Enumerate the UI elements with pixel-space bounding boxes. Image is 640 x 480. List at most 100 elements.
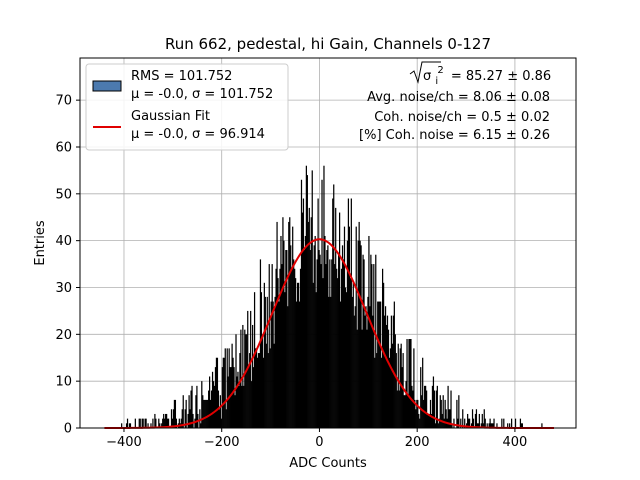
histogram-bar — [410, 339, 412, 428]
histogram-bar — [370, 254, 372, 428]
histogram-bar — [150, 423, 152, 428]
histogram-bar — [366, 329, 368, 428]
histogram-bar — [337, 278, 339, 428]
histogram-bar — [222, 357, 224, 428]
histogram-bar — [207, 399, 209, 428]
histogram-bar — [205, 399, 207, 428]
histogram-bar — [233, 367, 235, 428]
histogram-bar — [384, 306, 387, 428]
histogram-bar — [190, 390, 192, 428]
histogram-bar — [420, 367, 422, 428]
histogram-bar — [273, 343, 275, 428]
histogram-bar — [152, 418, 154, 428]
histogram-bar — [294, 268, 296, 428]
histogram-bar — [373, 264, 375, 428]
histogram-bar — [211, 371, 214, 428]
legend-fit-stats: μ = -0.0, σ = 96.914 — [131, 127, 265, 142]
histogram-bar — [231, 343, 233, 428]
histogram-bar — [503, 418, 505, 428]
histogram-bar — [243, 385, 245, 428]
histogram-bar — [170, 409, 173, 428]
histogram-bar — [286, 250, 288, 428]
histogram-bar — [254, 348, 257, 428]
histogram-bar — [433, 390, 436, 428]
histogram-bar — [237, 371, 239, 428]
histogram-bar — [251, 381, 253, 428]
coh-noise-percent-text: [%] Coh. noise = 6.15 ± 0.26 — [359, 128, 550, 143]
histogram-bar — [331, 259, 333, 428]
y-tick-label: 10 — [55, 375, 72, 390]
histogram-bar — [386, 315, 389, 428]
histogram-bar — [275, 268, 277, 428]
histogram-bar — [416, 399, 418, 428]
histogram-bar — [225, 409, 227, 428]
histogram-bar — [376, 353, 378, 428]
histogram-bar — [361, 329, 363, 428]
histogram-bar — [437, 423, 439, 428]
x-axis-ticks: −400 −200 0 200 400 — [106, 428, 527, 450]
histogram-bar — [451, 423, 453, 428]
histogram-bar — [182, 395, 184, 428]
chart-title: Run 662, pedestal, hi Gain, Channels 0-1… — [165, 35, 491, 53]
histogram-bar — [456, 399, 458, 428]
histogram-bar — [514, 418, 517, 428]
y-tick-label: 0 — [64, 422, 72, 437]
histogram-bar — [195, 395, 197, 428]
histogram-bar — [369, 306, 371, 428]
histogram-bar — [445, 409, 447, 428]
histogram-bar — [280, 235, 282, 428]
histogram-bar — [319, 254, 321, 428]
histogram-bar — [354, 306, 356, 428]
histogram-bar — [332, 198, 334, 428]
histogram-bar — [154, 413, 156, 428]
histogram-bar — [474, 413, 477, 428]
histogram-bar — [270, 301, 272, 428]
histogram-bar — [121, 423, 123, 428]
histogram-bar — [483, 409, 485, 428]
histogram-bar — [390, 315, 393, 428]
histogram-bar — [371, 264, 373, 428]
histogram-bar — [265, 343, 267, 428]
sigma-subscript: i — [435, 76, 438, 87]
histogram-bar — [482, 423, 484, 428]
histogram-bar — [161, 423, 163, 428]
histogram-bar — [311, 170, 313, 428]
histogram-bar — [166, 413, 168, 428]
histogram-bar — [175, 418, 178, 428]
histogram-bar — [278, 301, 280, 428]
histogram-bar — [418, 413, 420, 428]
histogram-bar — [343, 226, 346, 428]
histogram-bar — [403, 395, 405, 428]
histogram-bar — [364, 315, 366, 428]
histogram-bar — [342, 259, 345, 428]
histogram-bar — [407, 395, 409, 428]
histogram-bar — [325, 264, 327, 428]
y-tick-label: 70 — [55, 94, 72, 109]
histogram-bar — [219, 395, 221, 428]
histogram-bar — [174, 399, 177, 428]
histogram-bar — [424, 385, 426, 428]
histogram-bar — [196, 385, 198, 428]
histogram-bar — [291, 268, 293, 428]
y-tick-label: 20 — [55, 328, 72, 343]
x-tick-label: −400 — [106, 435, 142, 450]
histogram-bar — [297, 282, 300, 428]
histogram-bar — [476, 423, 479, 428]
histogram-bar — [388, 357, 391, 428]
histogram-bar — [382, 282, 385, 428]
histogram-bar — [239, 353, 241, 428]
histogram-bar — [450, 390, 452, 428]
histogram-bar — [387, 329, 390, 428]
histogram-bar — [305, 165, 307, 429]
histogram-bar — [281, 264, 283, 428]
histogram-bar — [330, 296, 332, 428]
histogram-bar — [317, 198, 319, 428]
histogram-bar — [356, 329, 358, 428]
histogram-bar — [165, 413, 167, 428]
histogram-bar — [267, 353, 269, 428]
histogram-bar — [261, 334, 264, 428]
histogram-bar — [315, 292, 317, 428]
histogram-bar — [141, 418, 143, 428]
histogram-bar — [320, 264, 322, 428]
x-axis-label: ADC Counts — [289, 456, 367, 471]
